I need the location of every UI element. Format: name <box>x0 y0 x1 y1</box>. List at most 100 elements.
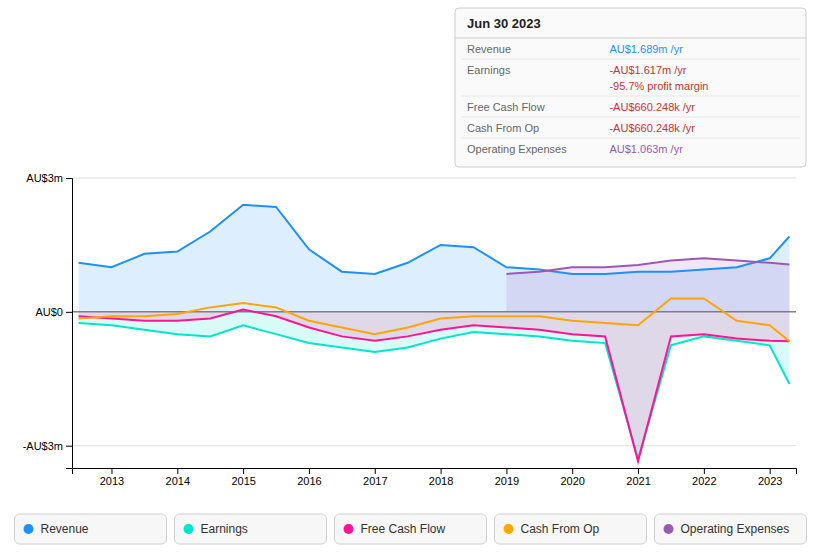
x-tick: 2018 <box>429 468 453 487</box>
y-tick-label: AU$0 <box>35 306 63 318</box>
x-tick: 2020 <box>560 468 584 487</box>
y-tick: AU$3m <box>26 172 72 184</box>
x-tick: 2017 <box>363 468 387 487</box>
y-axis-line <box>66 179 73 469</box>
series-line <box>79 323 790 459</box>
y-axis: -AU$3m AU$0 AU$3m <box>23 172 73 468</box>
areas <box>79 205 790 462</box>
x-tick-label: 2023 <box>758 475 782 487</box>
info-separator <box>461 117 800 118</box>
legend-label: Revenue <box>41 522 89 536</box>
x-tick: 2014 <box>166 468 190 487</box>
annotation-value: -AU$1.617m /yr <box>609 64 686 76</box>
series-line <box>79 298 790 341</box>
annotation-label: Cash From Op <box>467 122 539 134</box>
x-tick-label: 2019 <box>495 475 519 487</box>
x-axis: 2013 2014 2015 2016 2017 2018 2019 2020 2021 2022… <box>73 468 797 487</box>
series-area <box>79 205 790 312</box>
x-tick-label: 2017 <box>363 475 387 487</box>
info-box-frame <box>455 8 806 167</box>
series-line <box>79 310 790 462</box>
info-separator <box>461 96 800 97</box>
legend-box <box>175 514 327 544</box>
series-area <box>506 258 789 312</box>
annotation-label: Free Cash Flow <box>467 101 545 113</box>
x-tick-label: 2013 <box>100 475 124 487</box>
y-tick-label: AU$3m <box>26 172 63 184</box>
x-axis-line <box>73 469 797 475</box>
series-line <box>79 205 790 274</box>
x-tick-label: 2016 <box>297 475 321 487</box>
x-tick-mark <box>441 468 442 474</box>
x-tick-mark <box>770 468 771 474</box>
legend-item: Operating Expenses <box>655 514 807 544</box>
legend-box <box>655 514 807 544</box>
x-tick-mark <box>704 468 705 474</box>
grid-line <box>72 445 796 446</box>
x-tick: 2016 <box>297 468 321 487</box>
x-tick-label: 2018 <box>429 475 453 487</box>
x-tick: 2021 <box>626 468 650 487</box>
annotation-note: -95.7% profit margin <box>609 80 708 92</box>
x-tick-mark <box>375 468 376 474</box>
x-tick-label: 2021 <box>626 475 650 487</box>
y-tick-label: -AU$3m <box>23 440 63 452</box>
legend-swatch <box>184 524 194 534</box>
x-tick: 2013 <box>100 468 124 487</box>
legend-box <box>15 514 167 544</box>
x-tick: 2022 <box>692 468 716 487</box>
annotation-label: Revenue <box>467 43 511 55</box>
annotation-value: -AU$660.248k /yr <box>609 101 695 113</box>
y-tick-mark <box>66 446 72 447</box>
y-tick: -AU$3m <box>23 440 72 452</box>
x-tick-mark <box>572 468 573 474</box>
annotation-label: Operating Expenses <box>467 143 567 155</box>
info-separator <box>455 38 806 39</box>
legend-swatch <box>344 524 354 534</box>
x-tick-mark <box>111 468 112 474</box>
annotation-label: Earnings <box>467 64 511 76</box>
y-tick-mark <box>66 178 72 179</box>
legend-box <box>495 514 647 544</box>
y-tick-mark <box>66 312 72 313</box>
annotation-value: AU$1.689m /yr <box>609 43 683 55</box>
x-tick: 2015 <box>231 468 255 487</box>
series-area <box>79 310 790 462</box>
legend-box <box>335 514 487 544</box>
legend-swatch <box>504 524 514 534</box>
legend-item: Free Cash Flow <box>335 514 487 544</box>
lines <box>79 205 790 462</box>
legend-label: Operating Expenses <box>681 522 790 536</box>
grid-line <box>72 178 796 179</box>
x-tick-label: 2020 <box>560 475 584 487</box>
info-box: Jun 30 2023 Revenue AU$1.689m /yr Earnings -… <box>455 8 806 167</box>
x-tick-label: 2015 <box>231 475 255 487</box>
legend-label: Free Cash Flow <box>361 522 446 536</box>
chart: 2013 2014 2015 2016 2017 2018 2019 2020 2021 2022… <box>0 0 821 560</box>
x-tick-mark <box>638 468 639 474</box>
info-separator <box>461 59 800 60</box>
info-separator <box>461 138 800 139</box>
legend-item: Earnings <box>175 514 327 544</box>
series-line <box>506 258 789 274</box>
x-tick-label: 2022 <box>692 475 716 487</box>
x-tick-mark <box>309 468 310 474</box>
legend-swatch <box>664 524 674 534</box>
title: Jun 30 2023 <box>467 16 541 31</box>
x-tick-mark <box>243 468 244 474</box>
x-tick: 2019 <box>495 468 519 487</box>
legend-swatch <box>24 524 34 534</box>
legend-item: Revenue <box>15 514 167 544</box>
x-tick: 2023 <box>758 468 782 487</box>
x-tick-mark <box>506 468 507 474</box>
legend: Revenue Earnings Free Cash Flow Cash From O… <box>15 514 807 544</box>
legend-label: Earnings <box>201 522 248 536</box>
x-tick-label: 2014 <box>166 475 190 487</box>
legend-label: Cash From Op <box>521 522 600 536</box>
y-tick: AU$0 <box>35 306 72 318</box>
annotation-value: -AU$660.248k /yr <box>609 122 695 134</box>
x-tick-mark <box>177 468 178 474</box>
annotation-value: AU$1.063m /yr <box>609 143 683 155</box>
legend-item: Cash From Op <box>495 514 647 544</box>
plot-area <box>79 205 790 462</box>
